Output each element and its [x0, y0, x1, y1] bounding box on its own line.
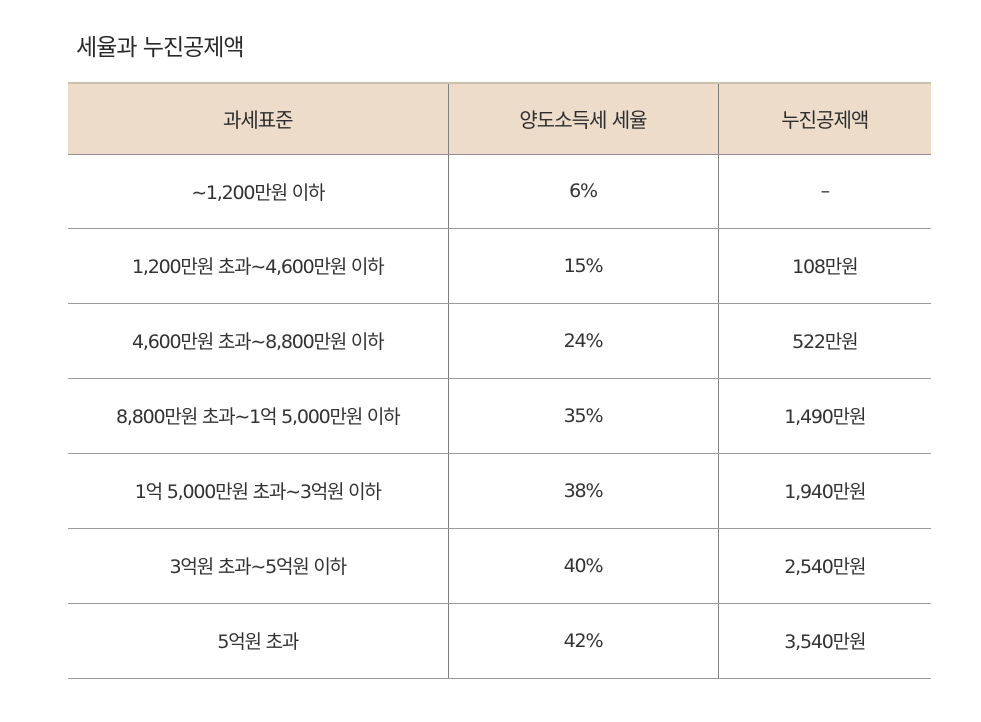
deduction-cell: 1,940만원 — [717, 453, 931, 529]
tax-rate-cell: 38% — [447, 453, 718, 529]
tax-base-cell: ∼1,200만원 이하 — [68, 154, 448, 229]
deduction-cell: 522만원 — [717, 303, 931, 379]
deduction-cell: 2,540만원 — [717, 528, 931, 604]
tax-rate-table: 과세표준 양도소득세 세율 누진공제액 ∼1,200만원 이하 6% – 1,2… — [68, 82, 931, 679]
table-row: 8,800만원 초과∼1억 5,000만원 이하 35% 1,490만원 — [68, 378, 931, 454]
column-header-progressive-deduction: 누진공제액 — [717, 82, 931, 155]
tax-rate-cell: 42% — [447, 603, 718, 679]
table-header-row: 과세표준 양도소득세 세율 누진공제액 — [68, 82, 931, 155]
deduction-cell: 1,490만원 — [717, 378, 931, 454]
tax-base-cell: 4,600만원 초과∼8,800만원 이하 — [68, 303, 448, 379]
tax-base-cell: 8,800만원 초과∼1억 5,000만원 이하 — [68, 378, 448, 454]
tax-base-cell: 1억 5,000만원 초과∼3억원 이하 — [68, 453, 448, 529]
table-row: 1억 5,000만원 초과∼3억원 이하 38% 1,940만원 — [68, 453, 931, 529]
table-row: 1,200만원 초과∼4,600만원 이하 15% 108만원 — [68, 228, 931, 304]
deduction-cell: 3,540만원 — [717, 603, 931, 679]
tax-base-cell: 5억원 초과 — [68, 603, 448, 679]
tax-rate-cell: 40% — [447, 528, 718, 604]
tax-rate-cell: 35% — [447, 378, 718, 454]
tax-rate-cell: 15% — [447, 228, 718, 304]
tax-base-cell: 1,200만원 초과∼4,600만원 이하 — [68, 228, 448, 304]
deduction-cell: – — [717, 154, 931, 229]
page-title: 세율과 누진공제액 — [76, 35, 245, 61]
tax-rate-cell: 24% — [447, 303, 718, 379]
table-row: ∼1,200만원 이하 6% – — [68, 154, 931, 229]
table-row: 4,600만원 초과∼8,800만원 이하 24% 522만원 — [68, 303, 931, 379]
table-row: 5억원 초과 42% 3,540만원 — [68, 603, 931, 679]
tax-base-cell: 3억원 초과∼5억원 이하 — [68, 528, 448, 604]
tax-rate-cell: 6% — [447, 154, 718, 229]
table-row: 3억원 초과∼5억원 이하 40% 2,540만원 — [68, 528, 931, 604]
column-header-tax-base: 과세표준 — [68, 82, 448, 155]
column-header-tax-rate: 양도소득세 세율 — [447, 82, 718, 155]
deduction-cell: 108만원 — [717, 228, 931, 304]
